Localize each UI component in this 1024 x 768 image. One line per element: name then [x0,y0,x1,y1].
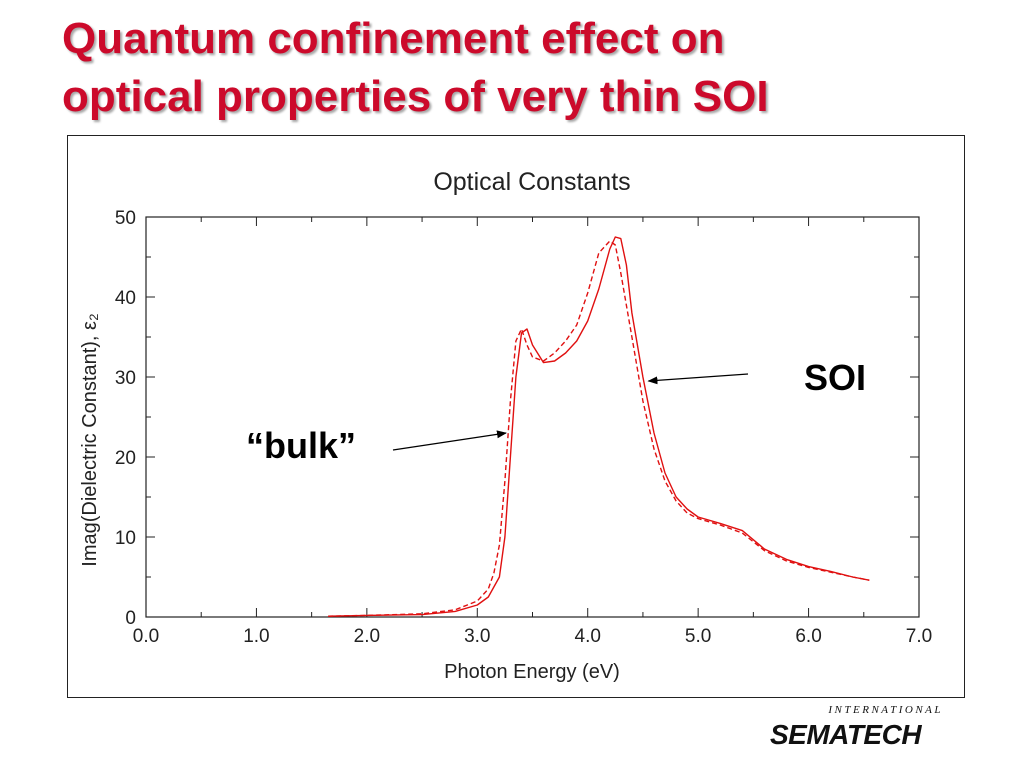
plot-area [145,216,920,618]
bulk-series-line [328,240,870,617]
x-tick-label: 7.0 [906,626,932,647]
annotation-layer: SOI “bulk” [246,357,866,466]
x-tick-label: 3.0 [464,626,490,647]
bulk-arrow [392,430,507,451]
slide-title-line-2: optical properties of very thin SOI [62,72,769,121]
x-tick-label: 4.0 [575,626,601,647]
y-tick-label: 10 [115,528,136,549]
axis-ticks: 0.0 1.0 2.0 3.0 4.0 5.0 6.0 7.0 0 10 20 30 40 50 [115,208,932,647]
x-tick-label: 0.0 [133,626,159,647]
chart-title: Optical Constants [433,168,630,196]
y-tick-label: 20 [115,448,136,469]
sematech-logo: INTERNATIONAL SEMATECH [768,704,948,754]
y-axis-label: Imag(Dielectric Constant), ε₂ [79,313,101,566]
chart-frame: Optical Constants Photon Energy (eV) Ima… [67,135,965,698]
soi-arrow [647,373,749,385]
logo-sematech: SEMATECH [770,719,922,750]
logo-international: INTERNATIONAL [828,704,943,716]
y-tick-label: 50 [115,208,136,229]
x-tick-label: 5.0 [685,626,711,647]
y-tick-label: 30 [115,368,136,389]
slide-title-line-1: Quantum confinement effect on [62,14,725,63]
optical-constants-chart: Optical Constants Photon Energy (eV) Ima… [79,168,932,683]
slide-title: Quantum confinement effect on optical pr… [62,10,769,126]
x-tick-label: 2.0 [354,626,380,647]
y-tick-label: 40 [115,288,136,309]
x-axis-label: Photon Energy (eV) [444,661,620,683]
x-tick-label: 1.0 [243,626,269,647]
y-tick-label: 0 [125,608,136,629]
x-tick-label: 6.0 [795,626,821,647]
series-layer [328,236,870,617]
soi-annotation-label: SOI [804,357,866,398]
bulk-annotation-label: “bulk” [246,425,356,466]
soi-series-line [328,236,870,617]
